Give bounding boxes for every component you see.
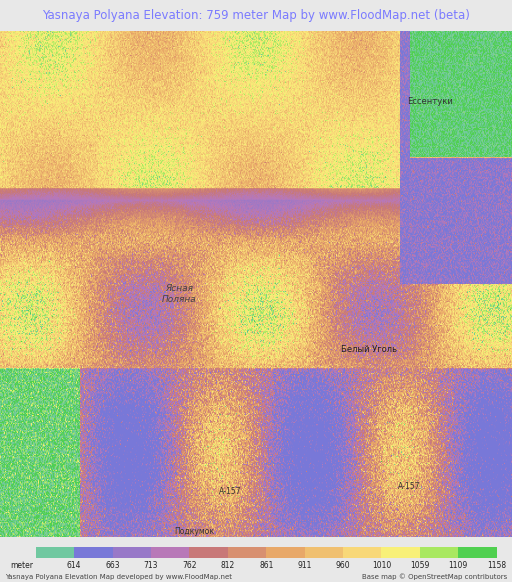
- Text: 812: 812: [221, 561, 235, 570]
- Bar: [305, 546, 343, 558]
- Text: А-157: А-157: [219, 487, 242, 496]
- Text: 960: 960: [336, 561, 350, 570]
- Bar: [113, 546, 151, 558]
- Text: 861: 861: [259, 561, 273, 570]
- Text: 762: 762: [182, 561, 197, 570]
- Bar: [189, 546, 228, 558]
- Text: Yasnaya Polyana Elevation Map developed by www.FloodMap.net: Yasnaya Polyana Elevation Map developed …: [5, 573, 232, 580]
- Bar: [74, 546, 113, 558]
- Text: 1109: 1109: [449, 561, 468, 570]
- Bar: [458, 546, 497, 558]
- Text: Base map © OpenStreetMap contributors: Base map © OpenStreetMap contributors: [361, 573, 507, 580]
- Text: 1158: 1158: [487, 561, 506, 570]
- Bar: [381, 546, 420, 558]
- Text: 713: 713: [144, 561, 158, 570]
- Bar: [420, 546, 458, 558]
- Text: А-157: А-157: [398, 481, 421, 491]
- Bar: [228, 546, 266, 558]
- Text: Ясная
Поляна: Ясная Поляна: [162, 284, 197, 304]
- Text: 663: 663: [105, 561, 120, 570]
- Text: 1010: 1010: [372, 561, 391, 570]
- Text: 911: 911: [297, 561, 312, 570]
- Bar: [151, 546, 189, 558]
- Text: 614: 614: [67, 561, 81, 570]
- Text: Белый Уголь: Белый Уголь: [340, 345, 397, 354]
- Bar: [343, 546, 381, 558]
- Text: Подкумок: Подкумок: [175, 527, 215, 536]
- Text: Yasnaya Polyana Elevation: 759 meter Map by www.FloodMap.net (beta): Yasnaya Polyana Elevation: 759 meter Map…: [42, 9, 470, 22]
- Bar: [266, 546, 305, 558]
- Text: 1059: 1059: [410, 561, 430, 570]
- Bar: [36, 546, 74, 558]
- Text: Ессентуки: Ессентуки: [407, 97, 453, 106]
- Text: meter: meter: [10, 561, 33, 570]
